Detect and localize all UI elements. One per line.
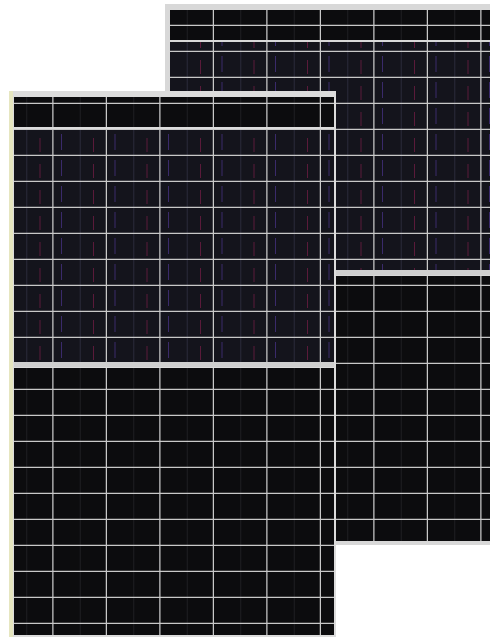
panel-divider [14,362,334,367]
panel-edge [9,91,13,637]
panel-upper-half [14,129,334,362]
front-panel [9,91,336,637]
panel-top-strip [170,10,490,40]
panel-top-strip [14,97,334,127]
panel-lower-half [14,368,334,635]
